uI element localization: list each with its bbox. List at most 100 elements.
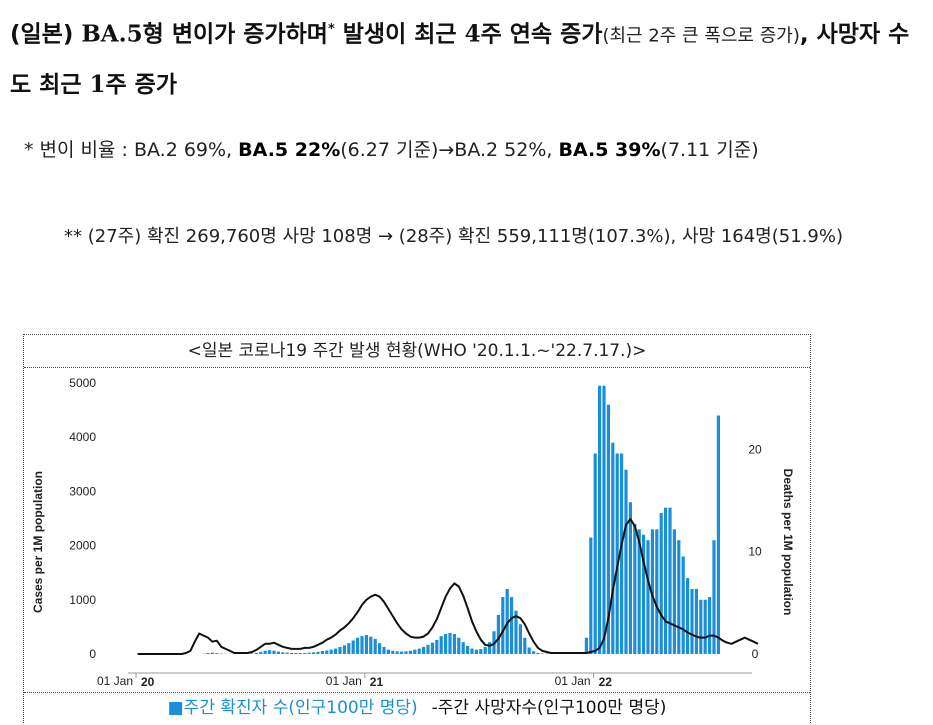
heading-part9: 주 증가 — [105, 71, 178, 98]
case-bar — [523, 637, 527, 654]
case-bar — [593, 453, 597, 654]
case-bar — [316, 651, 320, 654]
case-bar — [642, 534, 646, 654]
case-bar — [426, 644, 430, 654]
case-bar — [470, 648, 474, 654]
case-bar — [712, 540, 716, 654]
note1-d: BA.5 39% — [558, 139, 661, 161]
case-bar — [532, 651, 536, 654]
case-bar — [290, 652, 294, 654]
case-bar — [505, 588, 509, 654]
footnote-mark: * — [327, 22, 335, 37]
case-bar — [457, 637, 461, 654]
legend-cases: ■주간 확진자 수(인구100만 명당) — [167, 698, 418, 718]
note1-b: BA.5 22% — [238, 139, 341, 161]
case-bar — [611, 442, 615, 654]
case-bar — [690, 588, 694, 654]
y2-tick-label: 10 — [748, 545, 762, 559]
case-bar — [703, 599, 707, 654]
case-bar — [628, 502, 632, 654]
case-bar — [452, 633, 456, 654]
case-bar — [672, 529, 676, 654]
case-bar — [686, 578, 690, 654]
y-tick-label: 0 — [89, 647, 96, 661]
chart-title: <일본 코로나19 주간 발생 현황(WHO '20.1.1.~'22.7.17… — [24, 335, 810, 368]
case-bar — [664, 507, 668, 654]
case-bar — [518, 624, 522, 654]
case-bar — [254, 652, 258, 654]
case-bar — [338, 646, 342, 654]
y-tick-label: 1000 — [69, 593, 96, 607]
case-bar — [466, 645, 470, 654]
case-bar — [391, 650, 395, 654]
case-bar — [589, 537, 593, 654]
case-bar — [527, 647, 531, 654]
x-tick-label: 01 Jan — [97, 674, 133, 688]
case-bar — [206, 652, 210, 654]
case-bar — [461, 642, 465, 654]
case-bar — [598, 385, 602, 654]
chart-box: <일본 코로나19 주간 발생 현황(WHO '20.1.1.~'22.7.17… — [23, 334, 811, 723]
case-bar — [268, 650, 272, 654]
case-bar — [536, 652, 540, 654]
case-bar — [276, 651, 280, 654]
case-bar — [479, 649, 483, 654]
case-bar — [395, 651, 399, 654]
heading-variant: BA.5 — [81, 20, 143, 48]
case-bar — [329, 649, 333, 654]
case-bar — [263, 650, 267, 654]
case-bar — [606, 404, 610, 654]
case-bar — [681, 556, 685, 654]
heading-number-1: 1 — [89, 70, 106, 98]
case-bar — [259, 651, 263, 654]
case-bar — [285, 652, 289, 654]
deaths-series-line — [137, 518, 759, 655]
case-bar — [602, 385, 606, 654]
case-bar — [298, 653, 302, 654]
case-bar — [439, 636, 443, 654]
case-bar — [510, 597, 514, 654]
note1-e: (7.11 기준) — [660, 139, 759, 161]
case-bar — [360, 636, 364, 654]
case-bar — [210, 652, 214, 654]
case-bar — [303, 652, 307, 654]
page-heading: (일본) BA.5형 변이가 증가하며* 발생이 최근 4주 연속 증가(최근 … — [10, 6, 925, 109]
case-bar — [584, 637, 588, 654]
case-bar — [417, 648, 421, 654]
x-tick-year: 21 — [370, 675, 384, 689]
case-bar — [320, 651, 324, 654]
y-axis-label: Cases per 1M population — [31, 471, 45, 613]
case-bar — [474, 649, 478, 654]
heading-part7: , 사망자 수도 최근 — [10, 21, 910, 98]
case-bar — [307, 652, 311, 654]
case-bar — [408, 650, 412, 654]
case-bar — [488, 642, 492, 654]
y-tick-label: 3000 — [69, 484, 96, 498]
case-bar — [448, 632, 452, 654]
case-bar — [501, 597, 505, 654]
case-bar — [650, 529, 654, 654]
case-bar — [325, 650, 329, 654]
case-bar — [444, 633, 448, 654]
case-bar — [430, 642, 434, 654]
note1-c: (6.27 기준)→BA.2 52%, — [340, 139, 559, 161]
case-bar — [281, 652, 285, 654]
x-tick-year: 20 — [141, 675, 155, 689]
case-bar — [312, 652, 316, 654]
case-bar — [716, 415, 720, 654]
case-bar — [677, 540, 681, 654]
chart-legend: ■주간 확진자 수(인구100만 명당) -주간 사망자수(인구100만 명당) — [24, 692, 810, 724]
case-bar — [637, 529, 641, 654]
case-bar — [655, 529, 659, 654]
case-bar — [496, 614, 500, 654]
case-bar — [356, 637, 360, 654]
heading-part4: 발생이 최근 — [334, 21, 465, 48]
y-tick-label: 2000 — [69, 539, 96, 553]
case-bar — [272, 650, 276, 654]
y2-tick-label: 20 — [748, 442, 762, 456]
case-bar — [646, 540, 650, 654]
x-tick-label: 01 Jan — [555, 674, 591, 688]
x-tick-year: 22 — [599, 675, 613, 689]
case-bar — [215, 653, 219, 654]
variant-ratio-note: * 변이 비율 : BA.2 69%, BA.5 22%(6.27 기준)→BA… — [24, 131, 924, 169]
